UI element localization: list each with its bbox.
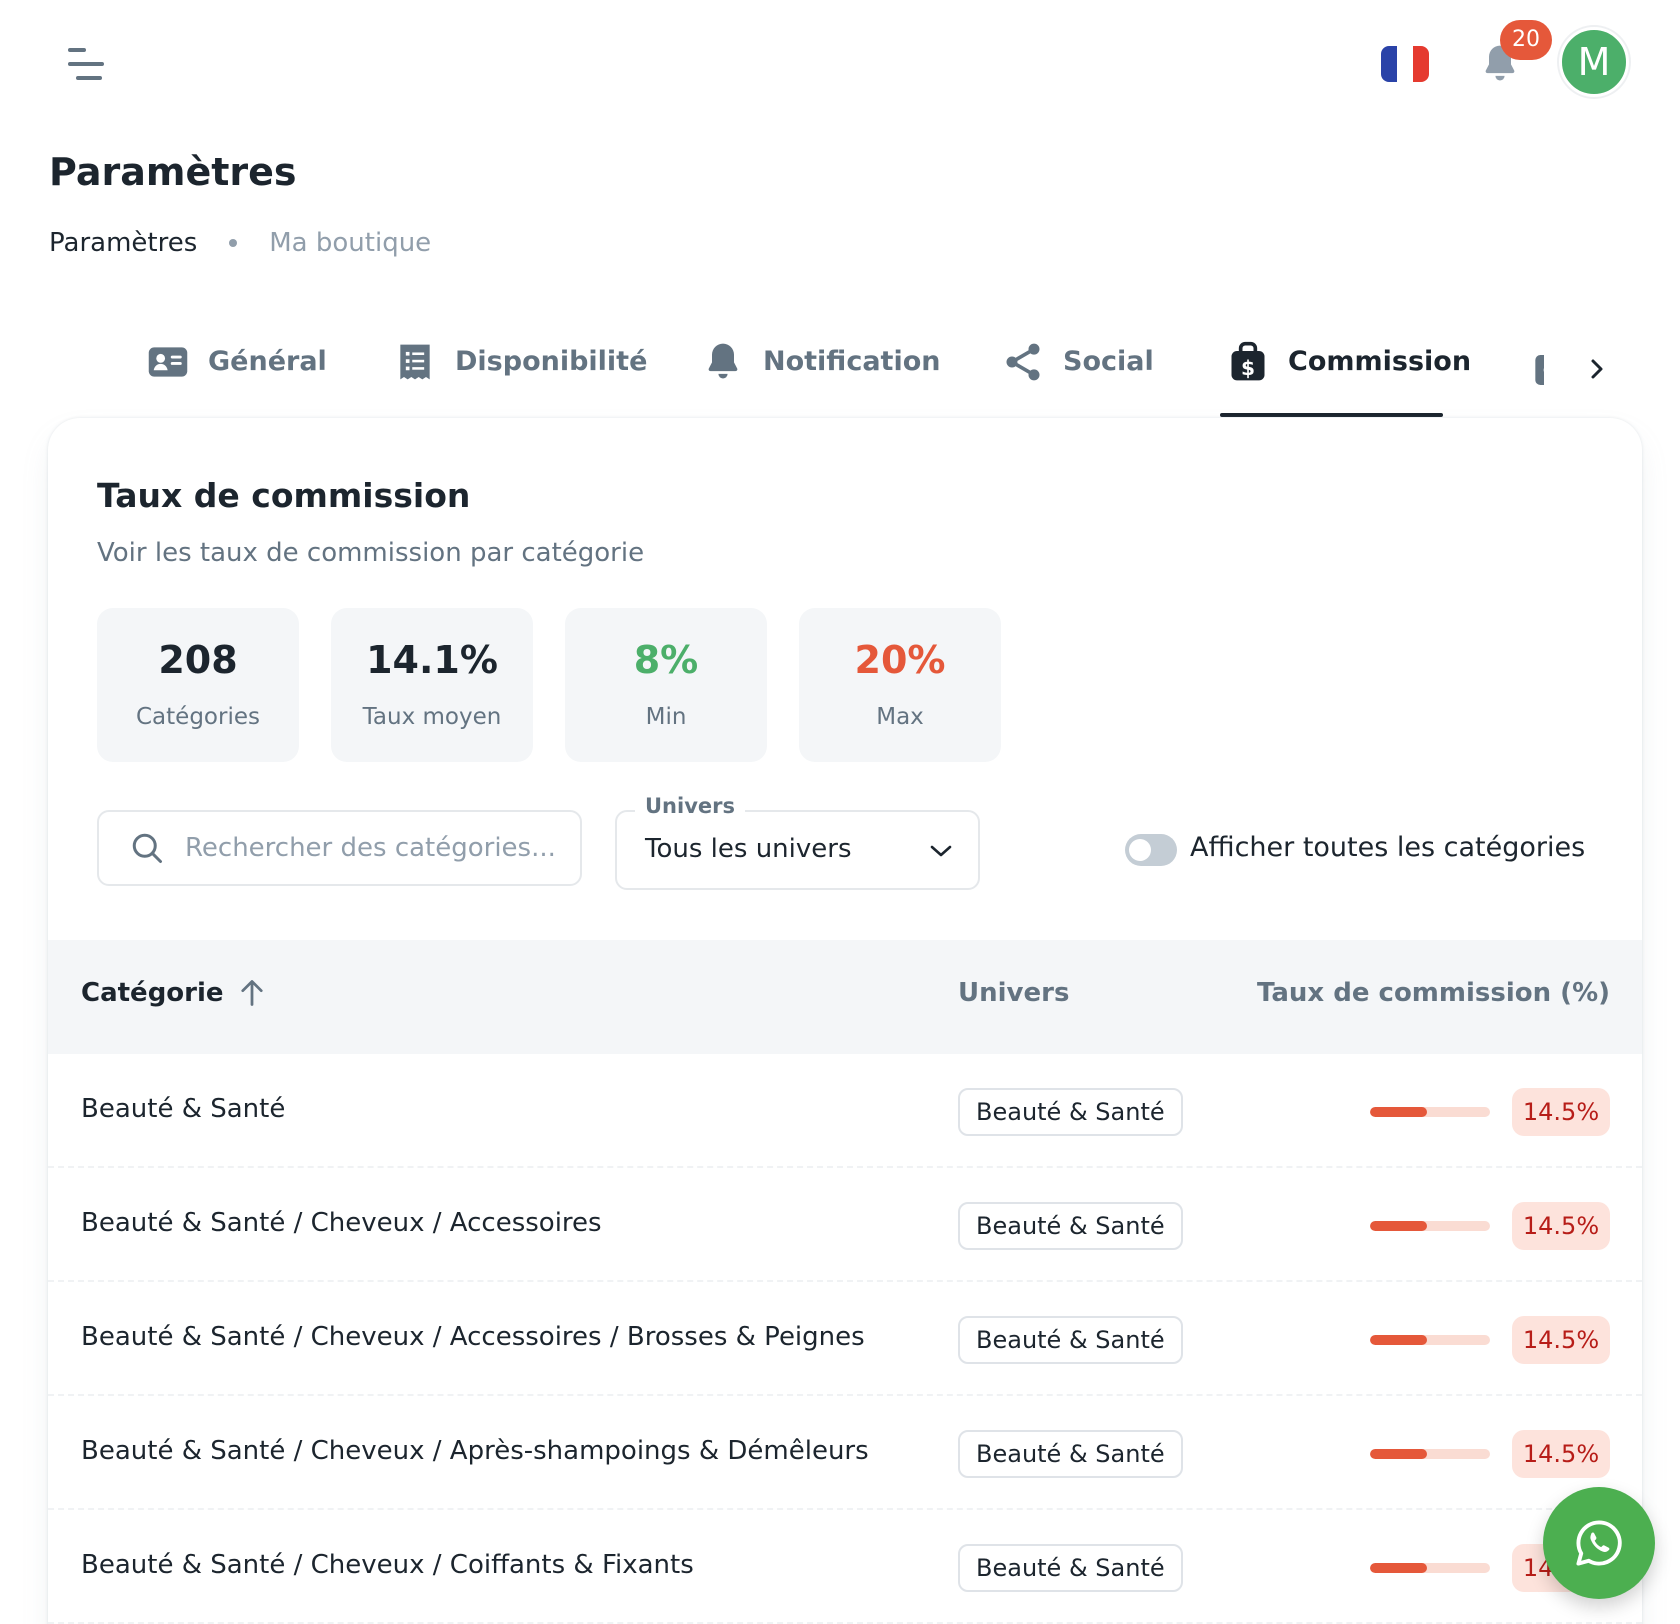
chevron-down-icon xyxy=(930,845,952,857)
tab-label: Social xyxy=(1063,346,1154,377)
table-row[interactable]: Beauté & Santé / Cheveux / Accessoires Be… xyxy=(48,1168,1642,1282)
search-icon xyxy=(132,833,162,863)
bell-icon xyxy=(708,343,738,379)
universe-chip: Beauté & Santé xyxy=(958,1544,1183,1592)
tab-disponibilite[interactable]: Disponibilité xyxy=(393,340,647,418)
rate-progress-bar xyxy=(1370,1221,1490,1231)
card-title: Taux de commission xyxy=(97,476,471,515)
table-row[interactable]: Beauté & Santé / Cheveux / Coiffants & F… xyxy=(48,1510,1642,1624)
breadcrumb-separator xyxy=(229,239,238,247)
category-name: Beauté & Santé / Cheveux / Coiffants & F… xyxy=(81,1550,694,1580)
tab-social[interactable]: Social xyxy=(1001,340,1154,418)
stat-value: 14.1% xyxy=(366,638,498,682)
stat-label: Taux moyen xyxy=(362,704,502,730)
tab-commission[interactable]: $ Commission xyxy=(1226,340,1471,418)
rate-badge: 14.5% xyxy=(1512,1316,1610,1364)
universe-chip: Beauté & Santé xyxy=(958,1202,1183,1250)
rate-badge: 14.5% xyxy=(1512,1430,1610,1478)
universe-chip: Beauté & Santé xyxy=(958,1430,1183,1478)
contact-card-icon xyxy=(148,347,188,377)
toggle-knob xyxy=(1129,839,1151,861)
stat-label: Min xyxy=(645,704,687,730)
menu-icon[interactable] xyxy=(66,46,106,82)
stat-value: 208 xyxy=(158,638,238,682)
column-header-category[interactable]: Catégorie xyxy=(81,978,266,1008)
commission-card: Taux de commission Voir les taux de comm… xyxy=(48,418,1642,1624)
rate-badge: 14.5% xyxy=(1512,1088,1610,1136)
search-field[interactable] xyxy=(97,810,582,886)
list-receipt-icon xyxy=(400,344,430,380)
rate-progress-fill xyxy=(1370,1335,1428,1345)
stat-categories: 208 Catégories xyxy=(97,608,299,762)
breadcrumb: Paramètres Ma boutique xyxy=(49,228,431,258)
rate-progress-bar xyxy=(1370,1449,1490,1459)
column-header-universe[interactable]: Univers xyxy=(958,978,1070,1008)
tab-general[interactable]: Général xyxy=(146,340,327,418)
tab-notification[interactable]: Notification xyxy=(701,340,940,418)
arrow-up-icon[interactable] xyxy=(238,978,266,1008)
breadcrumb-item-parametres[interactable]: Paramètres xyxy=(49,228,198,258)
card-subtitle: Voir les taux de commission par catégori… xyxy=(97,538,645,568)
table-row[interactable]: Beauté & Santé / Cheveux / Après-shampoi… xyxy=(48,1396,1642,1510)
category-name: Beauté & Santé / Cheveux / Accessoires /… xyxy=(81,1322,865,1352)
category-name: Beauté & Santé xyxy=(81,1094,286,1124)
stat-value: 8% xyxy=(633,638,699,682)
column-header-label: Catégorie xyxy=(81,978,224,1008)
rate-progress-bar xyxy=(1370,1563,1490,1573)
france-flag-icon[interactable] xyxy=(1381,46,1429,82)
stat-label: Max xyxy=(876,704,924,730)
category-name: Beauté & Santé / Cheveux / Accessoires xyxy=(81,1208,602,1238)
table-row[interactable]: Beauté & Santé / Cheveux / Accessoires /… xyxy=(48,1282,1642,1396)
universe-select[interactable]: Univers Tous les univers xyxy=(615,794,980,890)
tab-label: Général xyxy=(208,346,327,377)
rate-progress-fill xyxy=(1370,1221,1428,1231)
active-tab-indicator xyxy=(1220,413,1443,417)
svg-text:$: $ xyxy=(1241,356,1255,380)
rate-progress-bar xyxy=(1370,1107,1490,1117)
rate-progress-bar xyxy=(1370,1335,1490,1345)
chevron-right-icon[interactable] xyxy=(1585,354,1609,384)
rate-progress-fill xyxy=(1370,1449,1428,1459)
column-header-rate[interactable]: Taux de commission (%) xyxy=(1256,978,1610,1008)
search-input[interactable] xyxy=(185,833,565,863)
stat-min: 8% Min xyxy=(565,608,767,762)
rate-progress-fill xyxy=(1370,1107,1428,1117)
tab-label: Notification xyxy=(763,346,941,377)
share-icon xyxy=(1006,343,1040,381)
stat-value: 20% xyxy=(854,638,946,682)
page-title: Paramètres xyxy=(49,150,297,194)
select-value: Tous les univers xyxy=(645,834,852,864)
show-all-toggle[interactable] xyxy=(1125,834,1177,866)
notification-badge: 20 xyxy=(1500,20,1552,60)
stat-max: 20% Max xyxy=(799,608,1001,762)
table-header: Catégorie Univers Taux de commission (%) xyxy=(48,940,1642,1054)
breadcrumb-item-ma-boutique: Ma boutique xyxy=(269,228,432,258)
tab-label: Commission xyxy=(1288,346,1472,377)
toggle-label: Afficher toutes les catégories xyxy=(1190,832,1586,863)
universe-chip: Beauté & Santé xyxy=(958,1088,1183,1136)
whatsapp-button[interactable] xyxy=(1543,1487,1655,1599)
money-bag-icon: $ xyxy=(1231,341,1265,381)
tab-partial-icon[interactable] xyxy=(1530,350,1544,390)
tab-label: Disponibilité xyxy=(455,346,648,377)
stat-average-rate: 14.1% Taux moyen xyxy=(331,608,533,762)
avatar[interactable]: M xyxy=(1559,27,1629,97)
table-row[interactable]: Beauté & Santé Beauté & Santé 14.5% xyxy=(48,1054,1642,1168)
whatsapp-icon xyxy=(1576,1520,1622,1566)
universe-chip: Beauté & Santé xyxy=(958,1316,1183,1364)
select-label: Univers xyxy=(635,794,745,818)
stat-label: Catégories xyxy=(136,704,260,730)
rate-progress-fill xyxy=(1370,1563,1428,1573)
category-name: Beauté & Santé / Cheveux / Après-shampoi… xyxy=(81,1436,869,1466)
rate-badge: 14.5% xyxy=(1512,1202,1610,1250)
